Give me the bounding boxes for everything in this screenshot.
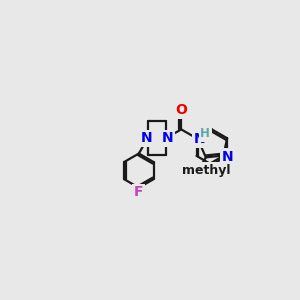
Text: H: H	[200, 127, 210, 140]
Text: F: F	[134, 185, 143, 200]
Text: methyl: methyl	[182, 164, 230, 176]
Text: N: N	[221, 150, 233, 164]
Text: O: O	[175, 103, 187, 117]
Text: N: N	[194, 132, 205, 146]
Text: N: N	[162, 131, 173, 145]
Text: N: N	[140, 131, 152, 145]
